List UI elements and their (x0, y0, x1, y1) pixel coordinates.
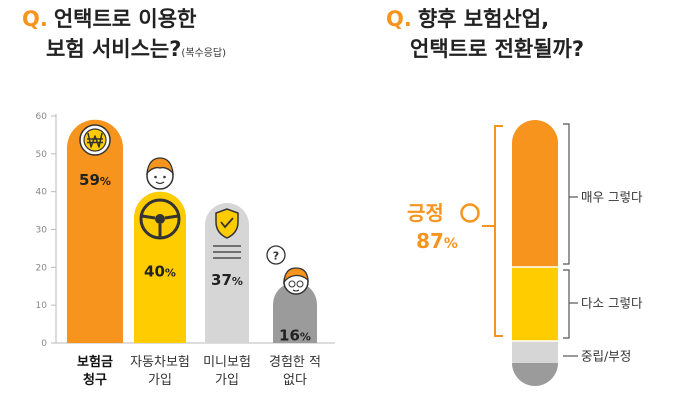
question-1-title: Q. 언택트로 이용한 보험 서비스는?(복수응답) (22, 4, 226, 69)
question-1-line1: 언택트로 이용한 (53, 7, 197, 31)
segment-very-agree (512, 120, 558, 267)
positive-circle-icon (460, 203, 480, 223)
data-label-2: 40% (144, 263, 176, 281)
y-tick-label: 10 (36, 301, 48, 311)
question-2-title: Q. 향후 보험산업, 언택트로 전환될까? (386, 4, 584, 64)
positive-bracket (494, 125, 503, 337)
somewhat-agree-bracket (563, 269, 570, 339)
category-label-3: 미니보험 (203, 355, 251, 370)
bar-2 (134, 191, 186, 343)
won-coin-icon (79, 124, 111, 156)
positive-value: 87% (416, 229, 458, 253)
bulb-bottom (512, 363, 558, 386)
data-label-4: 16% (279, 326, 311, 344)
category-label-4: 없다 (283, 373, 307, 388)
y-tick-label: 60 (36, 112, 48, 122)
question-mark-label: Q. (22, 7, 48, 31)
question-mark-label: Q. (386, 7, 412, 31)
category-label-1: 보험금 (77, 354, 113, 370)
steering-wheel-person-icon (139, 157, 181, 240)
very-agree-label: 매우 그렇다 (581, 190, 643, 205)
y-tick-label: 0 (41, 339, 47, 349)
question-2-line1: 향후 보험산업, (417, 7, 550, 31)
category-label-2: 자동차보험 (130, 355, 190, 370)
category-label-2: 가입 (148, 373, 172, 388)
positive-label: 긍정 (407, 201, 444, 225)
bar-1 (67, 119, 124, 344)
question-person-icon: ? (266, 245, 309, 295)
question-1-line2: 보험 서비스는? (46, 37, 182, 61)
category-label-3: 가입 (215, 373, 239, 388)
category-label-4: 경험한 적 (269, 355, 321, 370)
bar-4 (273, 282, 317, 343)
question-2-line2: 언택트로 전환될까? (410, 37, 585, 61)
y-tick-label: 20 (36, 263, 48, 273)
shield-document-icon (213, 208, 241, 259)
somewhat-agree-label: 다소 그렇다 (581, 296, 643, 311)
multiple-response-note: (복수응답) (181, 48, 227, 59)
y-tick-label: 40 (36, 188, 48, 198)
very-agree-bracket (563, 123, 570, 265)
y-tick-label: 50 (36, 150, 48, 160)
question-glyph: ? (273, 250, 279, 263)
segment-somewhat-agree (512, 267, 558, 341)
neutral-negative-label: 중립/부정 (581, 349, 631, 364)
bar-3 (205, 203, 249, 343)
data-label-3: 37% (211, 271, 243, 289)
y-tick-label: 30 (36, 226, 48, 236)
category-label-1: 청구 (83, 372, 107, 388)
data-label-1: 59% (79, 171, 111, 189)
